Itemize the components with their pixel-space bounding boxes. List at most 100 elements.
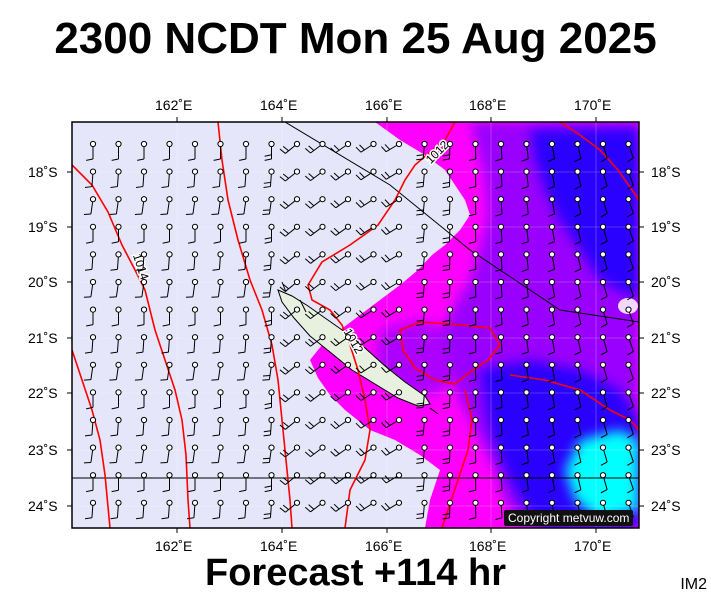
wind-station-circle [140,223,148,230]
wind-barb-feather [416,457,424,460]
wind-station-circle [115,168,122,175]
wind-barb-feather [355,202,362,208]
wind-station-circle [446,223,454,230]
wind-station-circle [523,223,530,230]
wind-station-circle [395,361,403,368]
wind-barb-feather [381,311,387,318]
wind-station-circle [140,472,148,479]
wind-station-circle [319,251,326,258]
wind-barb-feather [111,489,119,493]
wind-barb-feather [162,324,170,327]
wind-station-circle [166,168,173,175]
wind-station-circle [370,168,377,175]
wind-barb-feather [263,181,271,184]
wind-barb-feather [162,241,170,244]
wind-station-circle [395,223,403,230]
wind-barb-feather [308,366,315,372]
wind-station-circle [548,472,556,479]
wind-station-circle [574,361,581,368]
wind-station-circle [421,278,428,286]
wind-barb-feather [521,186,529,190]
wind-barbs [83,140,634,521]
wind-station-circle [370,140,377,148]
wind-barb-feather [264,406,272,410]
wind-barb-feather [279,452,286,458]
wind-barb-feather [521,241,529,245]
wind-barb-feather [547,489,555,494]
wind-barb-feather [381,146,387,153]
wind-barb-feather [495,489,503,493]
wind-barb-feather [600,213,608,218]
wind-barb-feather [264,319,272,323]
wind-barb-feather [416,462,424,464]
wind-barb-feather [416,213,424,216]
wind-barb-feather [384,447,391,454]
wind-station-circle [497,499,505,506]
wind-barb-feather [135,268,144,271]
wind-station-circle [268,334,275,341]
wind-barb-feather [355,174,362,181]
wind-barb-feather [308,145,315,151]
wind-barb-feather [416,375,424,377]
wind-station-circle [344,306,352,313]
wind-barb-feather [111,324,119,327]
wind-station-circle [370,251,377,258]
lat-label-right: 22˚S [651,385,681,401]
wind-station-circle [599,472,607,479]
wind-barb-feather [384,392,391,399]
wind-barb-feather [521,379,529,383]
wind-station-circle [242,223,250,230]
wind-barb-feather [308,393,315,400]
wind-barb-feather [304,424,311,430]
wind-station-circle [395,140,403,148]
wind-barb-feather [416,296,424,299]
wind-station-circle [446,334,454,341]
wind-station-circle [140,389,148,396]
wind-station-circle [421,334,428,341]
wind-barb-feather [135,186,144,189]
wind-barb-feather [330,285,337,291]
wind-barb-feather [468,379,476,382]
wind-station-circle [523,444,530,451]
wind-barb-feather [359,254,365,261]
wind-barb-feather [333,421,340,427]
wind-barb-feather [384,282,391,288]
wind-barb-feather [264,154,272,157]
wind-barb-feather [186,434,195,437]
wind-barb-feather [627,350,634,356]
wind-barb-feather [110,186,118,189]
wind-barb-feather [442,406,450,410]
wind-station-circle [421,499,428,506]
wind-station-circle [625,223,632,230]
wind-barb-feather [495,213,503,217]
wind-station-circle [497,223,505,230]
wind-station-circle [166,499,173,506]
wind-station-circle [497,251,505,258]
wind-barb-feather [495,351,503,355]
wind-station-circle [497,361,505,368]
wind-barb-feather [304,368,311,375]
wind-barb-feather [282,145,289,152]
wind-barb-feather [495,186,503,189]
wind-station-circle [599,334,607,341]
wind-barb-feather [442,485,450,488]
wind-barb-feather [282,283,289,290]
wind-station-circle [625,361,632,368]
wind-station-circle [497,168,505,175]
wind-station-circle [140,416,148,424]
wind-barb-feather [84,517,93,520]
wind-station-circle [242,472,250,479]
wind-station-circle [89,444,97,451]
wind-station-circle [293,444,301,451]
wind-station-circle [395,278,403,286]
wind-barb-feather [574,296,582,300]
wind-station-circle [472,389,479,396]
wind-barb-feather [547,213,555,218]
wind-barb-feather [359,282,365,289]
wind-station-circle [523,389,530,396]
wind-barb-feather [237,186,246,189]
wind-barb-feather [212,517,220,520]
wind-station-circle [548,223,556,230]
wind-station-circle [344,168,352,175]
